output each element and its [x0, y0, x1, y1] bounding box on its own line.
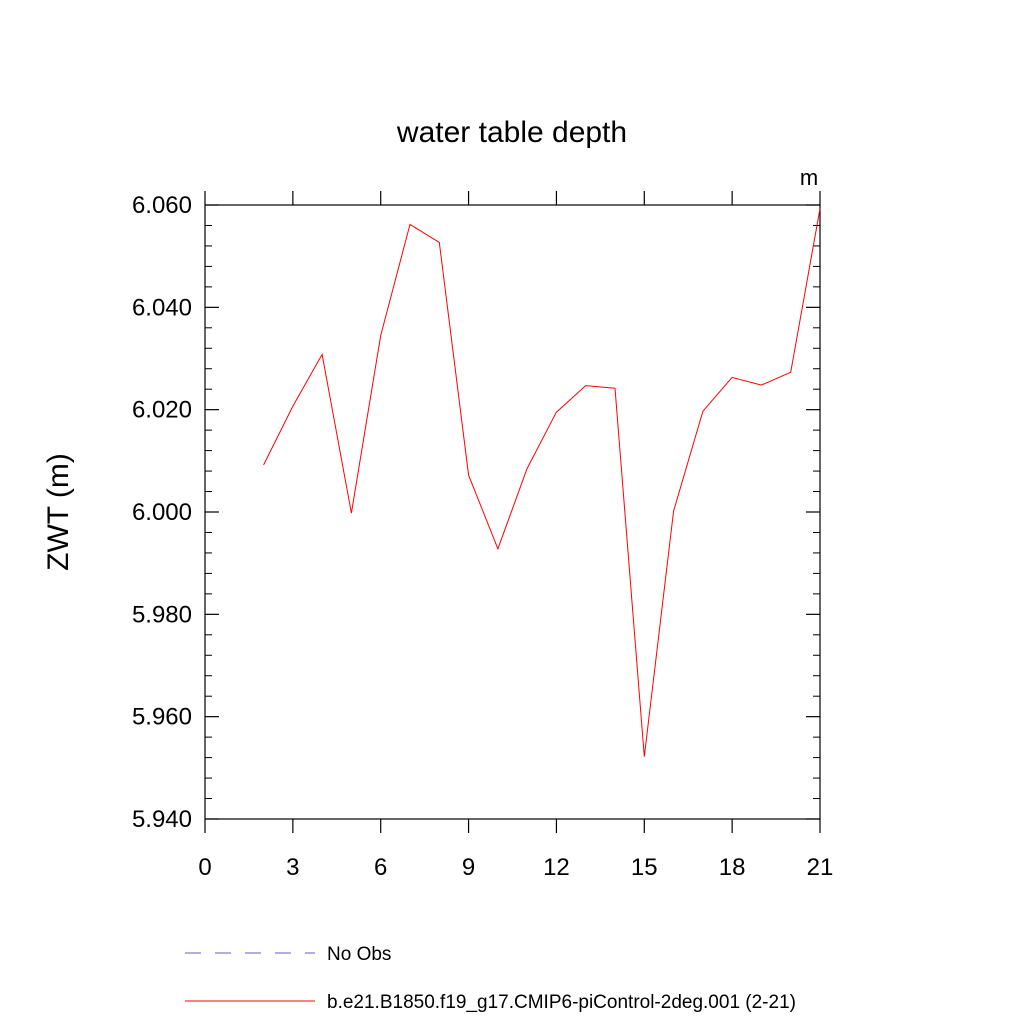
x-tick-label: 15	[631, 854, 658, 881]
x-tick-label: 21	[807, 854, 834, 881]
series-line	[263, 208, 821, 757]
chart-title: water table depth	[396, 116, 627, 149]
y-tick-label: 5.980	[132, 601, 192, 628]
x-tick-label: 9	[462, 854, 475, 881]
y-tick-label: 6.020	[132, 397, 192, 424]
x-tick-label: 12	[543, 854, 570, 881]
legend: No Obs b.e21.B1850.f19_g17.CMIP6-piContro…	[185, 944, 796, 1013]
ticks-layer: 0 3 6 9 12 15 18 21 5.940 5.960 5.980 6.000 6.020 6.0…	[132, 191, 833, 881]
units-label: m	[800, 165, 818, 190]
y-tick-label: 6.060	[132, 192, 192, 219]
y-axis-label: ZWT (m)	[42, 453, 75, 571]
legend-label: No Obs	[327, 944, 391, 965]
plot-frame	[204, 204, 821, 820]
y-tick-label: 5.960	[132, 704, 192, 731]
x-tick-label: 0	[198, 854, 211, 881]
y-tick-label: 5.940	[132, 806, 192, 833]
x-tick-label: 6	[374, 854, 387, 881]
x-tick-label: 18	[719, 854, 746, 881]
y-tick-label: 6.040	[132, 294, 192, 321]
x-tick-label: 3	[286, 854, 299, 881]
legend-label: b.e21.B1850.f19_g17.CMIP6-piControl-2deg…	[327, 992, 796, 1013]
y-tick-label: 6.000	[132, 499, 192, 526]
series-layer	[263, 208, 821, 757]
